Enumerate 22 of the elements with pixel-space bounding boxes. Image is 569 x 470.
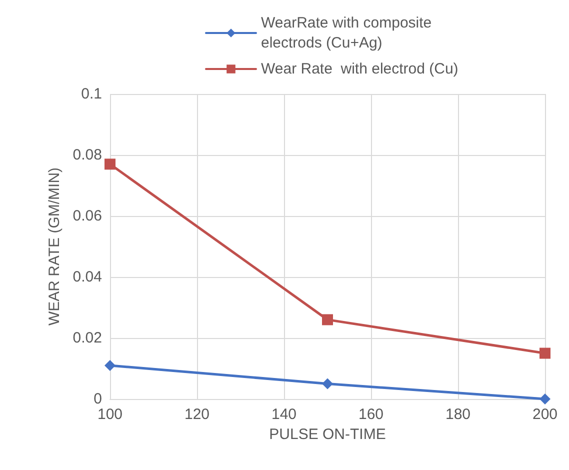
point [540, 394, 550, 404]
y-tick-label: 0.02 [72, 330, 102, 346]
x-tick-label: 120 [184, 406, 210, 423]
legend-label: Wear Rate with electrod (Cu) [261, 60, 458, 78]
point [322, 378, 333, 390]
x-tick-label: 200 [532, 406, 558, 423]
y-tick-label: 0.1 [81, 86, 102, 102]
y-tick-label: 0.06 [72, 208, 102, 224]
y-tick-label: 0.04 [72, 268, 102, 286]
y-tick-label: 0.08 [72, 146, 102, 164]
y-axis-title: WEAR RATE (GM/MIN) [46, 167, 63, 326]
y-tick-label: 0 [94, 390, 102, 408]
x-tick-label: 180 [445, 406, 471, 423]
point [104, 360, 116, 371]
x-axis-title: PULSE ON-TIME [269, 426, 386, 443]
legend-label: WearRate with composite electrods (Cu+Ag) [261, 14, 436, 52]
point [322, 314, 333, 326]
point [104, 158, 116, 170]
x-tick-label: 160 [358, 406, 384, 423]
x-tick-label: 140 [271, 406, 297, 423]
x-tick-label: 100 [97, 406, 123, 423]
point [540, 348, 550, 359]
